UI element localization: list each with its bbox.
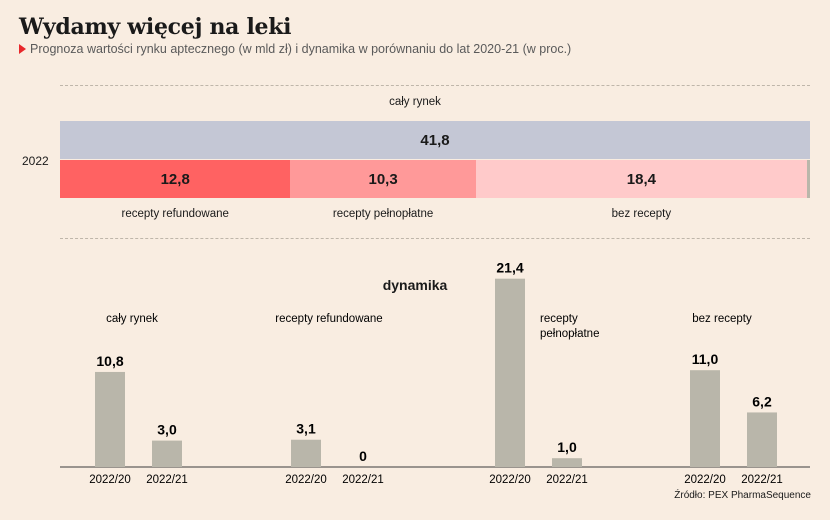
- dyn-bar-1-0: [291, 439, 321, 467]
- dyn-bar-0-1: [152, 440, 182, 467]
- group-label-0: cały rynek: [106, 313, 158, 325]
- dyn-tick-1-0: 2022/20: [285, 474, 327, 486]
- dyn-bar-3-1: [747, 412, 777, 467]
- dyn-value-2-0: 21,4: [496, 260, 523, 276]
- segment-bar-0: 12,8: [60, 160, 291, 198]
- total-label: cały rynek: [389, 96, 441, 108]
- subtitle-text: Prognoza wartości rynku aptecznego (w ml…: [30, 42, 572, 56]
- bar-end-cap: [807, 160, 810, 198]
- dyn-tick-0-1: 2022/21: [146, 474, 188, 486]
- dyn-value-1-1: 0: [359, 448, 367, 464]
- dyn-value-3-1: 6,2: [752, 393, 772, 409]
- dyn-bar-3-0: [690, 370, 720, 467]
- dynamics-title: dynamika: [382, 277, 448, 293]
- segment-bar-2: 18,4: [475, 160, 807, 198]
- bar-total: 41,8: [60, 121, 810, 159]
- dyn-tick-3-0: 2022/20: [684, 474, 726, 486]
- divider-middle: [60, 238, 810, 239]
- segment-value-1: 10,3: [368, 170, 398, 188]
- segment-label-1: recepty pełnopłatne: [332, 208, 434, 220]
- dyn-tick-2-1: 2022/21: [546, 474, 588, 486]
- dyn-bar-2-0: [495, 278, 525, 467]
- chart-title: Wydamy więcej na leki: [19, 14, 292, 40]
- divider-top: [60, 85, 810, 86]
- dyn-value-1-0: 3,1: [296, 421, 316, 437]
- dyn-tick-0-0: 2022/20: [89, 474, 131, 486]
- group-label-3: bez recepty: [692, 313, 752, 325]
- dyn-tick-1-1: 2022/21: [342, 474, 384, 486]
- dyn-bar-2-1: [552, 458, 582, 467]
- group-label-2-line2: pełnopłatne: [540, 328, 599, 340]
- dyn-tick-3-1: 2022/21: [741, 474, 783, 486]
- dyn-value-0-1: 3,0: [157, 422, 177, 438]
- segment-bar-1: 10,3: [290, 160, 476, 198]
- segment-value-0: 12,8: [160, 170, 190, 188]
- chart-subtitle: Prognoza wartości rynku aptecznego (w ml…: [19, 42, 571, 56]
- dyn-bar-0-0: [95, 371, 125, 467]
- group-label-1: recepty refundowane: [275, 313, 382, 325]
- group-label-2-line1: recepty: [540, 313, 578, 325]
- dyn-tick-2-0: 2022/20: [489, 474, 531, 486]
- year-label: 2022: [22, 154, 49, 168]
- segment-value-2: 18,4: [626, 170, 656, 188]
- dyn-value-0-0: 10,8: [96, 353, 123, 369]
- segment-label-2: bez recepty: [611, 208, 672, 220]
- dyn-value-3-0: 11,0: [692, 351, 719, 367]
- source-note: Źródło: PEX PharmaSequence: [674, 490, 811, 501]
- dyn-value-2-1: 1,0: [557, 439, 577, 455]
- bar-total-value: 41,8: [420, 131, 450, 149]
- red-triangle-icon: [19, 44, 26, 54]
- segment-label-0: recepty refundowane: [121, 208, 229, 220]
